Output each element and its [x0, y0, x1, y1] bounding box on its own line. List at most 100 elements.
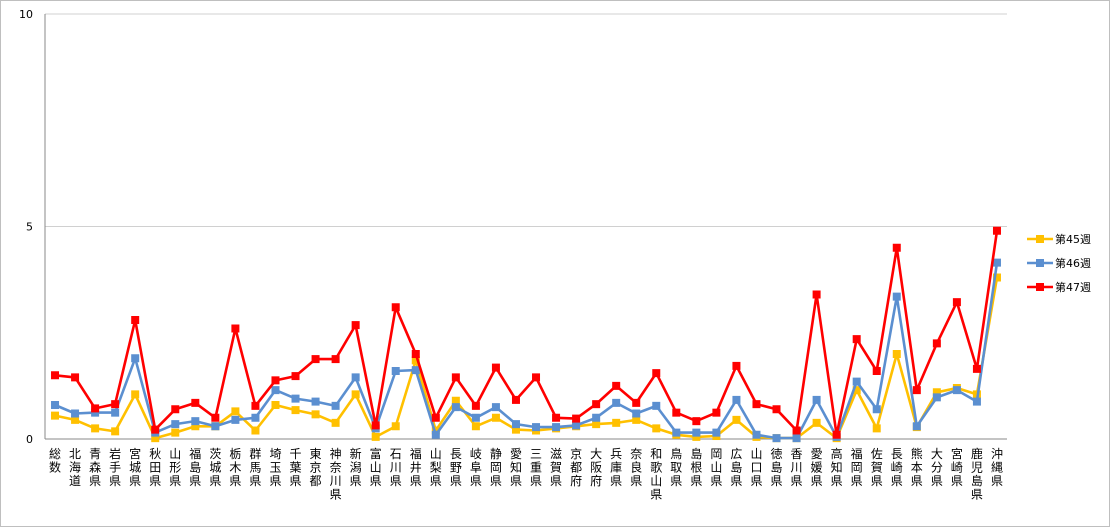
data-point: [511, 425, 520, 434]
x-tick-label: 広島県: [730, 447, 742, 488]
x-tick-label: 沖縄県: [991, 447, 1003, 488]
data-point: [371, 432, 380, 441]
legend-label: 第45週: [1055, 232, 1091, 246]
data-point: [572, 421, 581, 430]
x-tick-label: 千葉県: [290, 447, 302, 488]
data-point: [311, 355, 320, 364]
x-tick-label: 岩手県: [109, 446, 121, 488]
data-point: [632, 415, 641, 424]
data-point: [271, 376, 280, 385]
data-point: [411, 366, 420, 375]
x-tick-label: 宮城県: [129, 446, 141, 488]
x-tick-label: 島根県: [690, 446, 702, 488]
data-point: [251, 413, 260, 422]
x-tick-label: 総数: [49, 447, 61, 475]
x-tick-label: 大阪府: [590, 447, 602, 488]
data-point: [792, 434, 801, 443]
x-tick-label: 福島県: [189, 446, 201, 488]
data-point: [71, 373, 80, 382]
data-point: [351, 321, 360, 330]
x-tick-label: 福岡県: [851, 446, 863, 488]
data-point: [231, 407, 240, 416]
x-tick-label: 群馬県: [249, 447, 261, 488]
x-tick-label: 新潟県: [350, 446, 362, 488]
legend-label: 第46週: [1055, 256, 1091, 270]
data-point: [892, 350, 901, 358]
y-tick-label: 0: [26, 433, 33, 446]
data-point: [471, 422, 480, 431]
y-tick-label: 5: [26, 221, 33, 234]
x-tick-label: 北海道: [69, 447, 81, 488]
data-point: [752, 430, 761, 439]
x-tick-label: 富山県: [370, 446, 382, 488]
data-point: [872, 405, 881, 414]
x-tick-label: 熊本県: [911, 446, 923, 488]
data-point: [852, 335, 861, 344]
data-point: [411, 356, 420, 365]
data-point: [511, 395, 520, 404]
data-point: [51, 371, 60, 380]
data-point: [852, 386, 861, 395]
data-point: [391, 303, 400, 312]
y-tick-label: 10: [19, 8, 33, 21]
data-point: [151, 434, 160, 443]
data-point: [111, 400, 120, 409]
data-point: [732, 395, 741, 404]
data-point: [952, 298, 961, 307]
data-point: [251, 426, 260, 435]
data-point: [872, 424, 881, 433]
data-point: [992, 226, 1001, 235]
x-tick-label: 京都府: [570, 447, 582, 488]
data-point: [552, 413, 561, 422]
data-point: [491, 413, 500, 422]
data-point: [151, 425, 160, 434]
data-point: [311, 410, 320, 419]
data-point: [471, 401, 480, 410]
data-point: [291, 394, 300, 403]
x-tick-label: 佐賀県: [871, 447, 883, 488]
data-point: [91, 424, 100, 433]
data-point: [211, 413, 220, 422]
data-point: [892, 292, 901, 301]
data-point: [171, 428, 180, 437]
data-point: [91, 404, 100, 413]
data-point: [111, 427, 120, 436]
x-tick-label: 岐阜県: [470, 447, 482, 488]
data-point: [191, 398, 200, 407]
x-tick-label: 和歌山県: [650, 447, 662, 502]
data-point: [612, 398, 621, 407]
data-point: [672, 408, 681, 417]
x-tick-label: 長野県: [450, 447, 462, 488]
data-point: [652, 401, 661, 410]
data-point: [271, 386, 280, 395]
x-tick-label: 秋田県: [149, 447, 161, 488]
x-tick-label: 大分県: [931, 447, 943, 488]
data-point: [191, 417, 200, 426]
data-point: [592, 420, 601, 429]
x-tick-label: 愛媛県: [811, 447, 823, 488]
data-point: [351, 373, 360, 382]
data-point: [952, 386, 961, 395]
data-point: [532, 373, 541, 382]
data-point: [91, 408, 100, 417]
data-point: [71, 415, 80, 424]
data-point: [451, 403, 460, 412]
data-point: [331, 418, 340, 427]
data-point: [71, 409, 80, 418]
data-point: [632, 409, 641, 418]
data-point: [992, 273, 1001, 282]
data-point: [852, 377, 861, 386]
x-tick-label: 三重県: [530, 447, 542, 488]
data-point: [592, 400, 601, 409]
data-point: [732, 415, 741, 424]
data-point: [431, 430, 440, 439]
data-point: [532, 423, 541, 432]
x-tick-label: 栃木県: [229, 447, 241, 488]
data-point: [291, 406, 300, 415]
data-point: [331, 401, 340, 410]
x-tick-label: 奈良県: [630, 447, 642, 488]
data-point: [872, 367, 881, 375]
data-point: [912, 422, 921, 431]
